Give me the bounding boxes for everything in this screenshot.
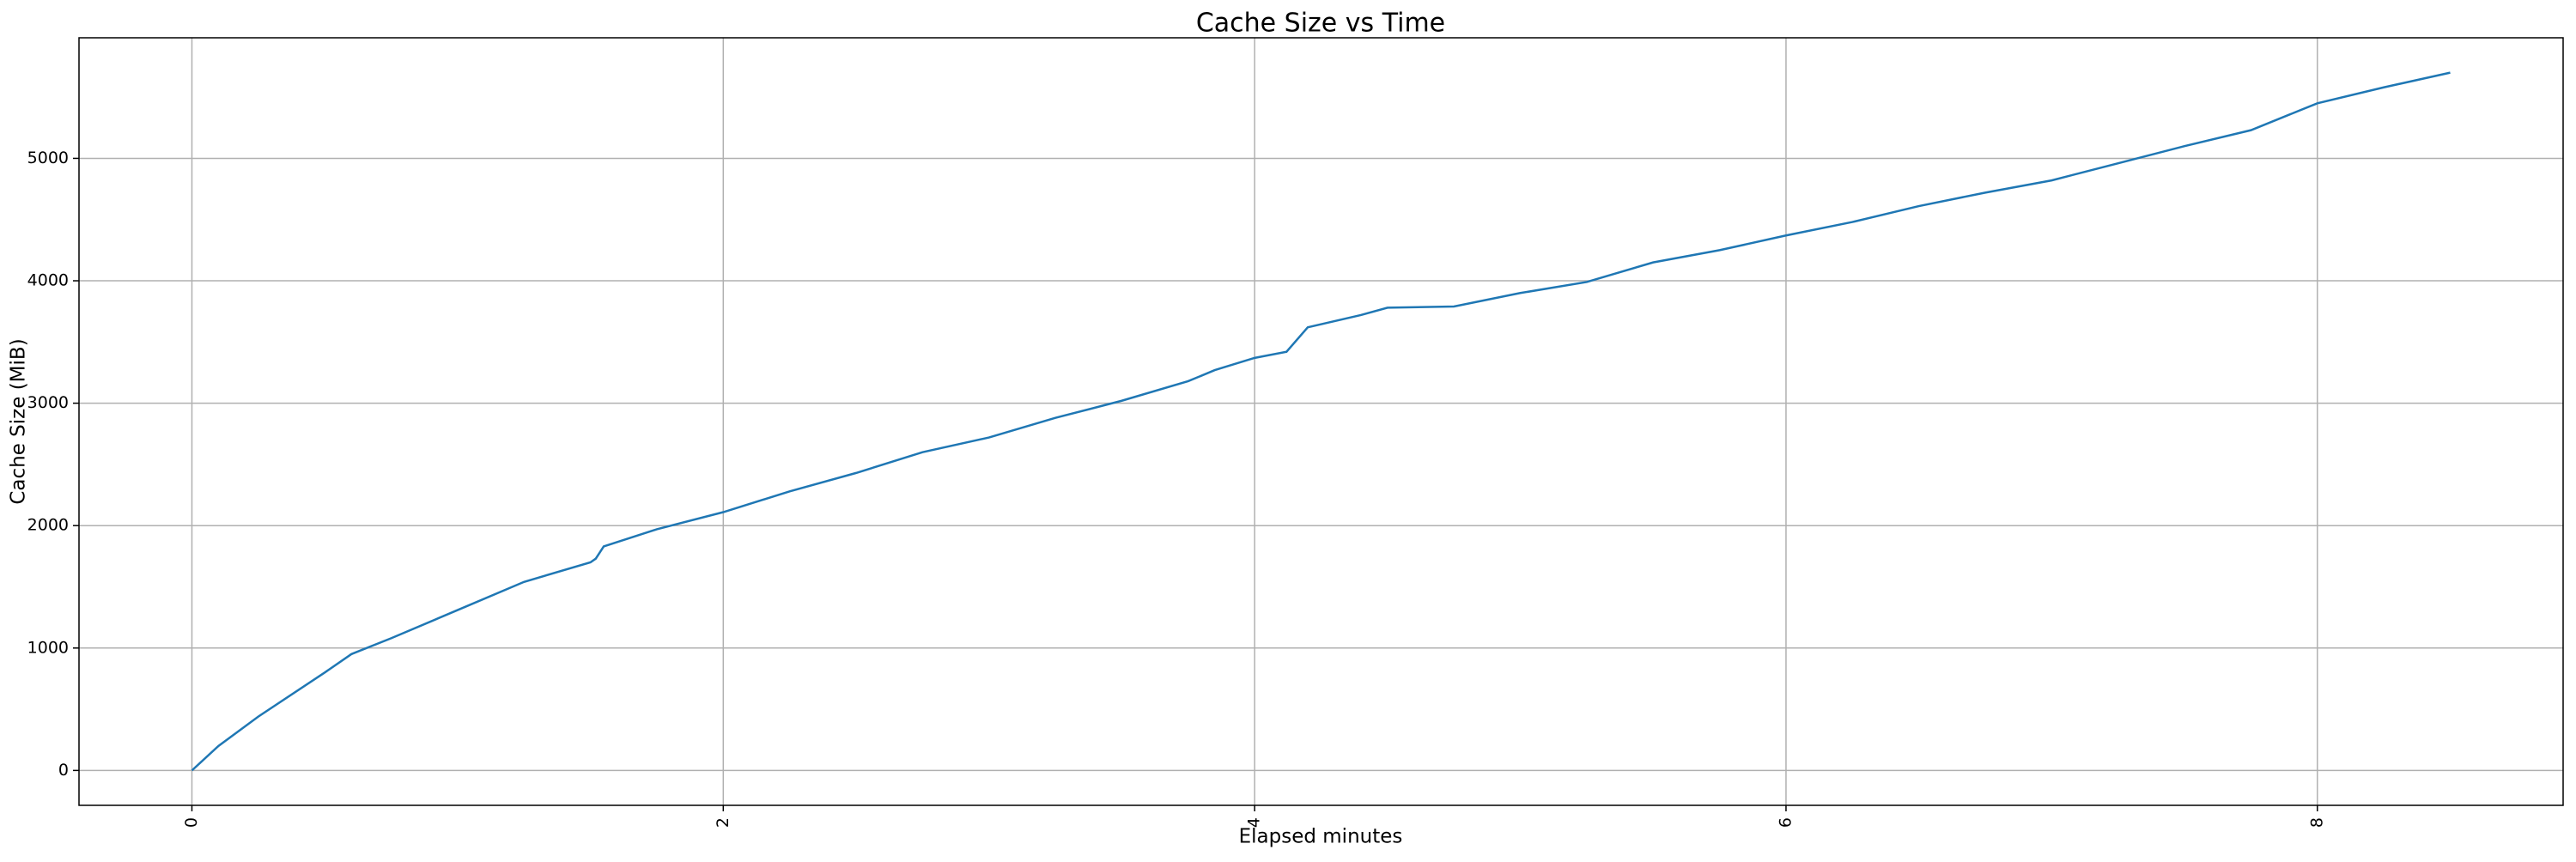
data-line bbox=[191, 71, 2451, 772]
x-axis-label: Elapsed minutes bbox=[1239, 826, 1403, 848]
x-tick-label: 2 bbox=[714, 817, 732, 828]
y-tick-label: 4000 bbox=[27, 271, 69, 290]
x-tick-label: 6 bbox=[1776, 817, 1795, 828]
y-tick-label: 3000 bbox=[27, 393, 69, 412]
y-tick-label: 2000 bbox=[27, 516, 69, 535]
x-tick-label: 4 bbox=[1245, 817, 1264, 828]
y-tick-label: 1000 bbox=[27, 638, 69, 657]
y-axis-label: Cache Size (MiB) bbox=[8, 338, 30, 504]
y-tick-label: 0 bbox=[58, 761, 69, 780]
y-tick-label: 5000 bbox=[27, 149, 69, 167]
x-tick-label: 0 bbox=[182, 817, 201, 828]
x-tick-label: 8 bbox=[2307, 817, 2326, 828]
chart-title: Cache Size vs Time bbox=[1196, 9, 1445, 39]
plot-frame bbox=[78, 37, 2564, 806]
